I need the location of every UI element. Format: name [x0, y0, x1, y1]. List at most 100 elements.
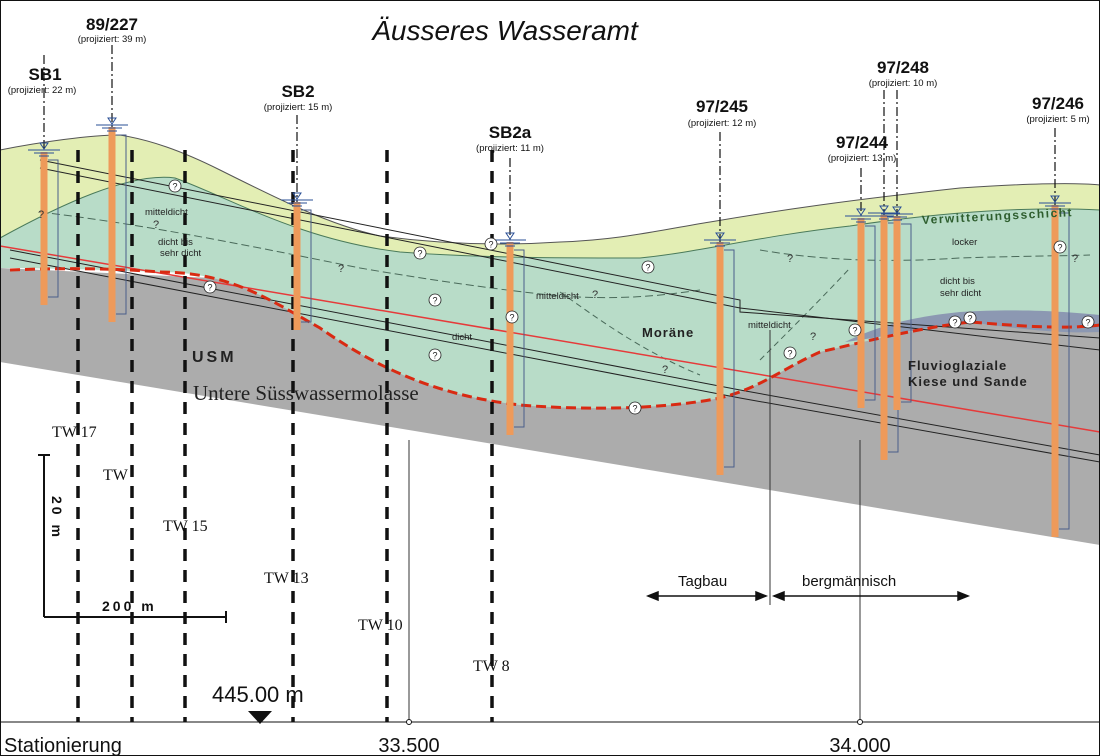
- construction-arrows: [645, 590, 971, 602]
- circled-question-mark: ?: [963, 311, 977, 325]
- question-mark: ?: [38, 209, 44, 221]
- question-mark: ?: [810, 331, 816, 343]
- svg-text:?: ?: [417, 249, 422, 259]
- axis-tick-33500: 33.500: [378, 735, 439, 756]
- density-center-dense: dicht: [452, 332, 472, 343]
- borehole-note-sb2a: (projiziert: 11 m): [476, 143, 544, 154]
- well-label-tw15: TW 15: [163, 518, 208, 535]
- question-mark: ?: [1072, 253, 1078, 265]
- circled-question-mark: ?: [505, 310, 519, 324]
- svg-text:?: ?: [207, 283, 212, 293]
- circled-question-mark: ?: [428, 293, 442, 307]
- question-mark: ?: [153, 219, 159, 231]
- moraine-label: Moräne: [642, 325, 694, 340]
- svg-text:?: ?: [952, 318, 957, 328]
- svg-text:?: ?: [645, 263, 650, 273]
- water-level-marker: [281, 192, 313, 207]
- piezometer-pipe: [514, 249, 525, 428]
- svg-text:?: ?: [1057, 243, 1062, 253]
- borehole-label-97-248: 97/248: [877, 58, 929, 77]
- borehole-column: [880, 215, 888, 460]
- borehole-note-89-227: (projiziert: 39 m): [78, 34, 147, 45]
- well-label-tw17: TW 17: [52, 424, 97, 441]
- borehole-label-97-244: 97/244: [836, 133, 889, 152]
- borehole-column: [40, 152, 48, 305]
- circled-question-mark: ?: [484, 237, 498, 251]
- borehole-label-sb1: SB1: [28, 65, 61, 84]
- density-labels: mitteldicht dicht bis sehr dicht mitteld…: [145, 207, 982, 343]
- axis-tick-34000: 34.000: [829, 735, 890, 756]
- water-level-marker: [494, 232, 526, 247]
- density-left-dense-1: dicht bis: [158, 237, 193, 248]
- borehole-columns: [28, 45, 1071, 537]
- circled-question-mark: ?: [203, 280, 217, 294]
- piezometer-pipe: [901, 223, 912, 403]
- borehole-label-97-246: 97/246: [1032, 94, 1084, 113]
- density-right-dense-2: sehr dicht: [940, 288, 982, 299]
- gravel-layer: [845, 310, 1100, 342]
- well-label-tw8: TW 8: [473, 658, 510, 675]
- bergmaennisch-label: bergmännisch: [802, 573, 896, 590]
- circled-question-mark: ?: [848, 323, 862, 337]
- borehole-label-sb2a: SB2a: [489, 123, 532, 142]
- borehole-column: [857, 218, 865, 408]
- svg-text:?: ?: [967, 314, 972, 324]
- svg-text:?: ?: [432, 296, 437, 306]
- density-left-mid: mitteldicht: [145, 207, 188, 218]
- circled-question-mark: ?: [628, 401, 642, 415]
- moraine-layer: [0, 177, 1100, 409]
- circled-question-mark: ?: [168, 179, 182, 193]
- borehole-label-97-245: 97/245: [696, 97, 748, 116]
- density-boundary-upper: [39, 211, 701, 299]
- piezometer-pipe: [865, 225, 876, 401]
- tunnel-outline: [9, 159, 1100, 463]
- svg-text:?: ?: [509, 313, 514, 323]
- scale-vertical-label: 20 m: [49, 496, 65, 540]
- density-center-mid: mitteldicht: [536, 291, 579, 302]
- circled-question-mark: ?: [413, 246, 427, 260]
- borehole-note-97-245: (projiziert: 12 m): [688, 118, 757, 129]
- borehole-note-sb2: (projiziert: 15 m): [264, 102, 333, 113]
- question-mark: ?: [338, 263, 344, 275]
- water-level-marker: [845, 208, 877, 223]
- fluvio-label-1: Fluvioglaziale: [908, 358, 1007, 373]
- svg-text:?: ?: [787, 349, 792, 359]
- borehole-column: [716, 242, 724, 475]
- well-labels: TW 17 TW TW 15 TW 13 TW 10 TW 8: [52, 424, 510, 675]
- question-mark: ?: [662, 364, 668, 376]
- borehole-note-97-248: (projiziert: 10 m): [869, 78, 938, 89]
- borehole-column: [1051, 205, 1059, 537]
- elevation-triangle: [248, 711, 272, 724]
- water-level-marker: [1039, 195, 1071, 210]
- svg-text:?: ?: [632, 404, 637, 414]
- tagbau-label: Tagbau: [678, 573, 727, 590]
- borehole-column: [108, 127, 116, 322]
- water-level-marker: [704, 232, 736, 247]
- density-right-loose: locker: [952, 237, 977, 248]
- question-mark: ?: [787, 253, 793, 265]
- circled-question-mark: ?: [641, 260, 655, 274]
- well-label-tw13: TW 13: [264, 570, 309, 587]
- circled-question-mark: ?: [783, 346, 797, 360]
- station-marker: [406, 719, 412, 725]
- borehole-note-97-244: (projiziert: 13 m): [828, 153, 897, 164]
- well-label-tw10: TW 10: [358, 617, 403, 634]
- scale-horizontal-label: 200 m: [102, 598, 157, 614]
- circled-question-mark: ?: [1081, 315, 1095, 329]
- piezometer-pipe: [48, 159, 59, 298]
- figure-title: Äusseres Wasseramt: [370, 15, 639, 46]
- elevation-label: 445.00 m: [212, 682, 304, 707]
- borehole-column: [293, 202, 301, 330]
- well-label-tw: TW: [103, 467, 129, 484]
- fluvio-label-2: Kiese und Sande: [908, 374, 1028, 389]
- water-level-marker: [868, 205, 900, 220]
- piezometer-pipe: [116, 134, 127, 315]
- borehole-label-89-227: 89/227: [86, 15, 138, 34]
- usm-label: USM: [192, 349, 237, 366]
- density-right-mid: mitteldicht: [748, 320, 791, 331]
- borehole-note-97-246: (projiziert: 5 m): [1026, 114, 1089, 125]
- uncertainty-marks: ? ? ? ? ? ? ? ?: [38, 209, 1078, 376]
- usm-full-label: Untere Süsswassermolasse: [193, 381, 419, 405]
